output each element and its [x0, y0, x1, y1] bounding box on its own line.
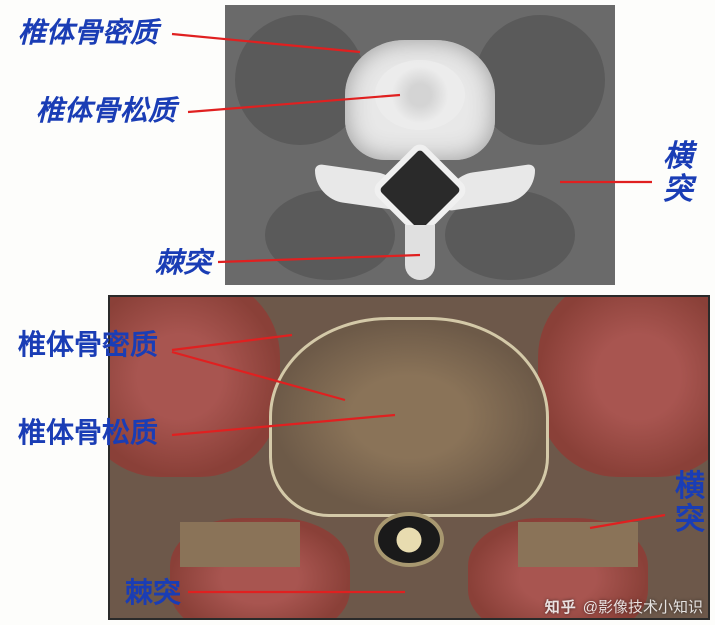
- gross-transverse-process-right: [518, 522, 638, 567]
- label-gross-cancellous: 椎体骨松质: [18, 418, 158, 449]
- gross-muscle-region: [538, 295, 710, 477]
- gross-muscle-region: [108, 295, 280, 477]
- diagram-canvas: 椎体骨密质 椎体骨松质 横突 棘突 椎体骨密质 椎体骨松质 横突 棘突 知乎 @…: [0, 0, 715, 625]
- watermark-author: @影像技术小知识: [583, 596, 703, 617]
- ct-panel: [225, 5, 615, 285]
- label-gross-cortical: 椎体骨密质: [18, 330, 158, 361]
- gross-panel: [108, 295, 710, 620]
- label-gross-transverse: 横突: [672, 470, 708, 536]
- ct-vertebral-body: [345, 40, 495, 160]
- watermark: 知乎 @影像技术小知识: [545, 596, 703, 617]
- label-ct-spinous: 棘突: [155, 248, 211, 279]
- gross-transverse-process-left: [180, 522, 300, 567]
- label-ct-cancellous: 椎体骨松质: [36, 96, 176, 127]
- ct-spinous-process: [405, 225, 435, 280]
- gross-vertebral-body: [269, 317, 549, 517]
- gross-vertebral-canal: [374, 512, 444, 567]
- label-gross-spinous: 棘突: [125, 578, 181, 609]
- label-ct-transverse: 横突: [660, 140, 696, 206]
- label-ct-cortical: 椎体骨密质: [18, 18, 158, 49]
- watermark-logo: 知乎: [545, 596, 577, 617]
